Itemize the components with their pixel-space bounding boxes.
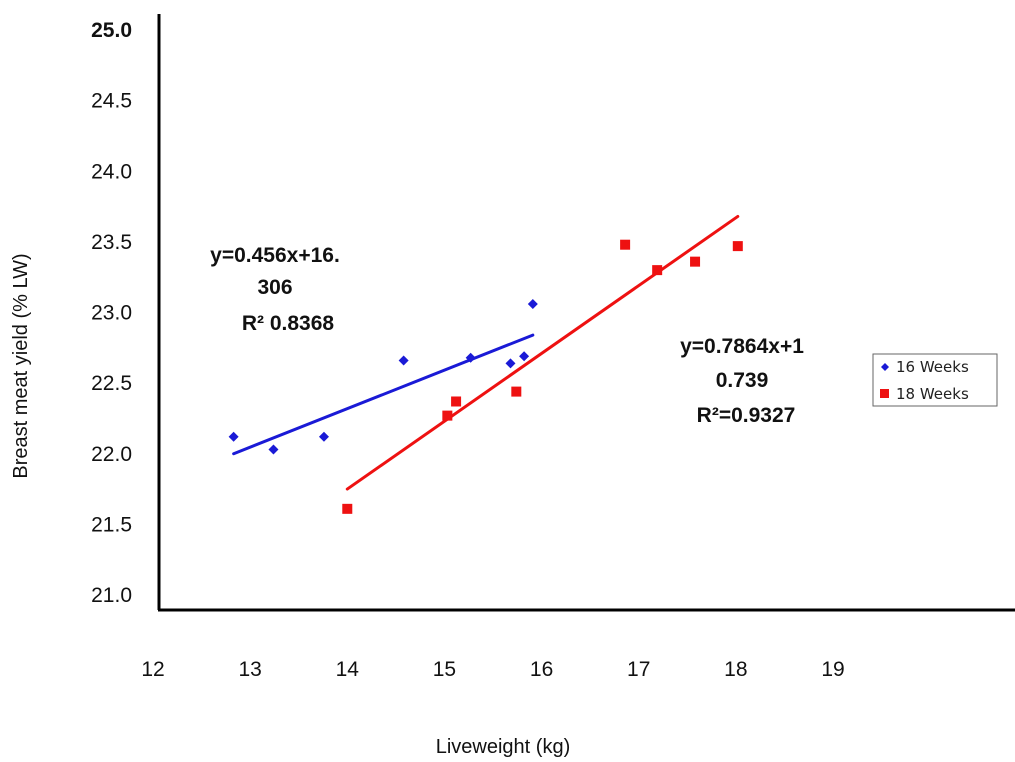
x-tick-labels: 12 13 14 15 16 17 18 19 (141, 658, 844, 681)
y-axis-label: Breast meat yield (% LW) (10, 253, 32, 478)
data-point-16-weeks (318, 431, 329, 442)
legend: 16 Weeks 18 Weeks (872, 353, 998, 407)
data-point-18-weeks (511, 386, 522, 397)
annotation-16-weeks-line-3: R² 0.8368 (242, 312, 335, 335)
legend-marker-18-weeks (880, 389, 889, 398)
data-point-16-weeks (505, 358, 516, 369)
annotation-18-weeks: y=0.7864x+1 0.739 R²=0.9327 (680, 335, 804, 427)
x-tick-label: 18 (724, 658, 747, 681)
data-point-18-weeks (342, 503, 353, 514)
y-tick-label: 21.5 (91, 513, 132, 536)
data-point-16-weeks (268, 444, 279, 455)
y-tick-label: 22.5 (91, 372, 132, 395)
trendline-18-weeks (345, 214, 740, 491)
y-tick-label: 24.0 (91, 160, 132, 183)
legend-box (872, 353, 998, 407)
x-tick-label: 15 (433, 658, 456, 681)
data-point-16-weeks (398, 355, 409, 366)
data-point-18-weeks (442, 410, 453, 421)
x-tick-label: 13 (238, 658, 261, 681)
trendlines (232, 214, 740, 491)
annotation-16-weeks-line-2: 306 (257, 276, 292, 299)
data-point-18-weeks (652, 265, 663, 276)
legend-marker-16-weeks (881, 363, 889, 371)
x-tick-label: 19 (821, 658, 844, 681)
annotation-16-weeks-line-1: y=0.456x+16. (210, 244, 340, 267)
x-tick-label: 17 (627, 658, 650, 681)
data-point-16-weeks (527, 299, 538, 310)
x-tick-label: 16 (530, 658, 553, 681)
y-tick-label: 25.0 (91, 19, 132, 42)
annotation-16-weeks: y=0.456x+16. 306 R² 0.8368 (210, 244, 340, 335)
y-tick-labels: 21.0 21.5 22.0 22.5 23.0 23.5 24.0 24.5 25.0 (91, 19, 132, 607)
data-point-18-weeks (451, 396, 462, 407)
y-tick-label: 23.5 (91, 231, 132, 254)
legend-label-18-weeks: 18 Weeks (896, 385, 969, 403)
annotation-18-weeks-line-1: y=0.7864x+1 (680, 335, 804, 358)
y-tick-label: 24.5 (91, 90, 132, 113)
data-point-16-weeks (519, 351, 530, 362)
data-point-18-weeks (620, 239, 631, 250)
x-axis-label: Liveweight (kg) (436, 736, 571, 758)
data-point-16-weeks (228, 431, 239, 442)
annotation-18-weeks-line-3: R²=0.9327 (697, 404, 796, 427)
legend-label-16-weeks: 16 Weeks (896, 358, 969, 376)
x-tick-label: 14 (336, 658, 360, 681)
trendline-16-weeks (232, 333, 535, 456)
y-tick-label: 22.0 (91, 443, 132, 466)
x-tick-label: 12 (141, 658, 164, 681)
data-point-18-weeks (732, 241, 743, 252)
data-point-18-weeks (690, 256, 701, 267)
data-point-16-weeks (465, 352, 476, 363)
annotation-18-weeks-line-2: 0.739 (716, 369, 769, 392)
y-tick-label: 21.0 (91, 584, 132, 607)
data-points (228, 239, 743, 514)
y-tick-label: 23.0 (91, 302, 132, 325)
